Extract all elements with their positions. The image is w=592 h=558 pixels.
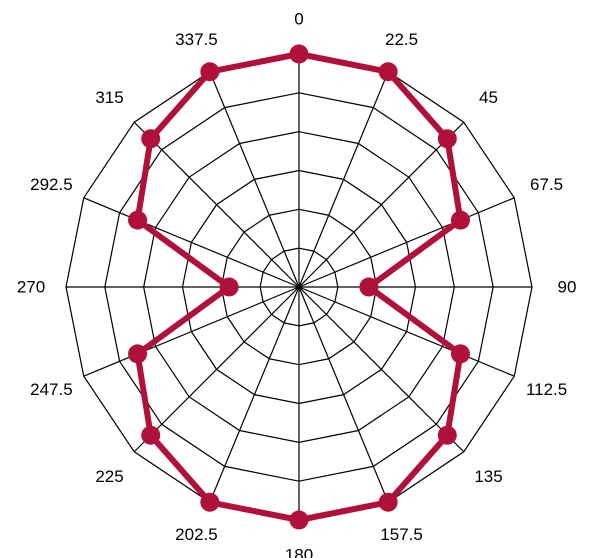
data-point: [437, 129, 457, 149]
data-point: [200, 492, 220, 512]
grid-spoke-13: [83, 197, 300, 288]
grid-spoke-15: [209, 71, 300, 288]
grid-spoke-14: [133, 121, 300, 288]
angle-tick-label: 22.5: [385, 30, 418, 49]
data-point: [450, 210, 470, 230]
data-point: [450, 344, 470, 364]
angle-tick-label: 247.5: [30, 380, 73, 399]
angle-tick-label: 225: [95, 467, 123, 486]
data-point: [378, 62, 398, 82]
angle-tick-label: 45: [479, 88, 498, 107]
grid-spoke-10: [133, 286, 300, 453]
data-point: [128, 344, 148, 364]
angle-tick-label: 337.5: [175, 30, 218, 49]
angle-tick-label: 315: [95, 88, 123, 107]
grid-spoke-3: [298, 197, 515, 288]
data-point: [128, 210, 148, 230]
grid-spoke-7: [298, 286, 389, 503]
angle-tick-label: 135: [474, 467, 502, 486]
data-point: [289, 44, 309, 64]
data-point: [437, 425, 457, 445]
data-point: [141, 129, 161, 149]
data-point: [378, 492, 398, 512]
angle-tick-label: 0: [294, 10, 303, 29]
series-layer: [128, 44, 470, 530]
grid-spoke-5: [298, 286, 515, 377]
angle-tick-label: 270: [17, 278, 45, 297]
grid-spoke-6: [298, 286, 465, 453]
data-point: [200, 62, 220, 82]
angle-tick-label: 90: [558, 278, 577, 297]
grid-spoke-1: [298, 71, 389, 288]
grid-spoke-9: [209, 286, 300, 503]
grid-spoke-2: [298, 121, 465, 288]
radar-grid: [65, 53, 533, 521]
data-point: [141, 425, 161, 445]
data-point: [289, 510, 309, 530]
angle-tick-label: 180: [285, 546, 313, 558]
data-point: [359, 277, 379, 297]
angle-tick-label: 292.5: [30, 175, 73, 194]
angle-tick-label: 67.5: [530, 175, 563, 194]
grid-spoke-11: [83, 286, 300, 377]
angle-tick-label: 157.5: [380, 525, 423, 544]
angle-tick-label: 112.5: [526, 380, 567, 399]
angle-tick-label: 202.5: [175, 525, 218, 544]
data-point: [219, 277, 239, 297]
angle-tick-labels: 0 22.5 45 67.5 90 112.5 135 157.5 180 202.5 225 247…: [17, 10, 577, 558]
